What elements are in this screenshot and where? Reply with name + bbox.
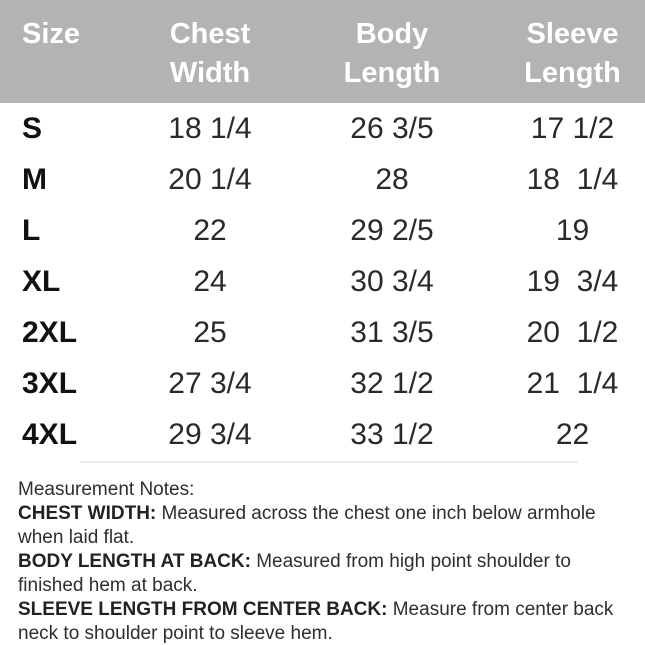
note-sleeve-length: SLEEVE LENGTH FROM CENTER BACK: Measure … bbox=[18, 598, 627, 645]
table-row-s: S 18 1/4 26 3/5 17 1/2 bbox=[0, 103, 645, 154]
table-header: Size Chest Width Body Length Sleeve Leng… bbox=[0, 0, 645, 103]
size-label: XL bbox=[22, 264, 61, 298]
table-row-2xl: 2XL 25 31 3/5 20 1/2 bbox=[0, 307, 645, 358]
note-body-length: BODY LENGTH AT BACK: Measured from high … bbox=[18, 550, 627, 598]
sleeve-value: 19 bbox=[555, 213, 590, 247]
column-header-body: Body Length bbox=[343, 18, 441, 89]
table-row-3xl: 3XL 27 3/4 32 1/2 21 1/4 bbox=[0, 358, 645, 409]
note-chest-width-label: CHEST WIDTH: bbox=[18, 503, 157, 524]
table-row-4xl: 4XL 29 3/4 33 1/2 22 bbox=[0, 409, 645, 460]
size-label: S bbox=[22, 111, 43, 145]
size-label: 2XL bbox=[22, 315, 78, 349]
table-row-l: L 22 29 2/5 19 bbox=[0, 205, 645, 256]
size-label: L bbox=[22, 213, 41, 247]
size-label: M bbox=[22, 162, 47, 196]
note-chest-width-text: Measured across the chest one inch below… bbox=[18, 503, 596, 548]
body-value: 28 bbox=[375, 162, 409, 196]
body-value: 32 1/2 bbox=[350, 366, 434, 400]
size-label: 3XL bbox=[22, 366, 78, 400]
body-value: 31 3/5 bbox=[350, 315, 434, 349]
chest-value: 25 bbox=[193, 315, 227, 349]
measurement-notes: Measurement Notes: CHEST WIDTH: Measured… bbox=[0, 470, 645, 645]
table-row-xl: XL 24 30 3/4 19 3/4 bbox=[0, 256, 645, 307]
sleeve-value: 21 1/4 bbox=[526, 366, 619, 400]
sleeve-value: 18 1/4 bbox=[526, 162, 619, 196]
chest-value: 20 1/4 bbox=[168, 162, 252, 196]
sleeve-value: 20 1/2 bbox=[526, 315, 619, 349]
divider-line bbox=[80, 461, 578, 463]
column-header-size: Size bbox=[22, 18, 81, 50]
chest-value: 18 1/4 bbox=[168, 111, 252, 145]
note-body-length-label: BODY LENGTH AT BACK: bbox=[18, 551, 251, 572]
chest-value: 24 bbox=[193, 264, 227, 298]
body-value: 30 3/4 bbox=[350, 264, 434, 298]
column-header-sleeve: Sleeve Length bbox=[524, 18, 621, 89]
note-sleeve-length-text: Measure from center back neck to shoulde… bbox=[18, 599, 614, 644]
column-header-chest: Chest Width bbox=[169, 18, 251, 89]
note-body-length-text: Measured from high point shoulder to fin… bbox=[18, 551, 571, 596]
table-row-m: M 20 1/4 28 18 1/4 bbox=[0, 154, 645, 205]
chest-value: 29 3/4 bbox=[168, 417, 252, 451]
note-chest-width: CHEST WIDTH: Measured across the chest o… bbox=[18, 502, 627, 550]
chest-value: 27 3/4 bbox=[168, 366, 252, 400]
notes-title: Measurement Notes: bbox=[18, 479, 195, 500]
size-label: 4XL bbox=[22, 417, 78, 451]
note-sleeve-length-label: SLEEVE LENGTH FROM CENTER BACK: bbox=[18, 599, 388, 620]
sleeve-value: 19 3/4 bbox=[526, 264, 619, 298]
body-value: 33 1/2 bbox=[350, 417, 434, 451]
body-value: 29 2/5 bbox=[350, 213, 434, 247]
body-value: 26 3/5 bbox=[350, 111, 434, 145]
sleeve-value: 17 1/2 bbox=[530, 111, 615, 145]
sleeve-value: 22 bbox=[555, 417, 590, 451]
table-body: S 18 1/4 26 3/5 17 1/2 M 20 1/4 28 18 1/… bbox=[0, 103, 645, 460]
chest-value: 22 bbox=[193, 213, 227, 247]
